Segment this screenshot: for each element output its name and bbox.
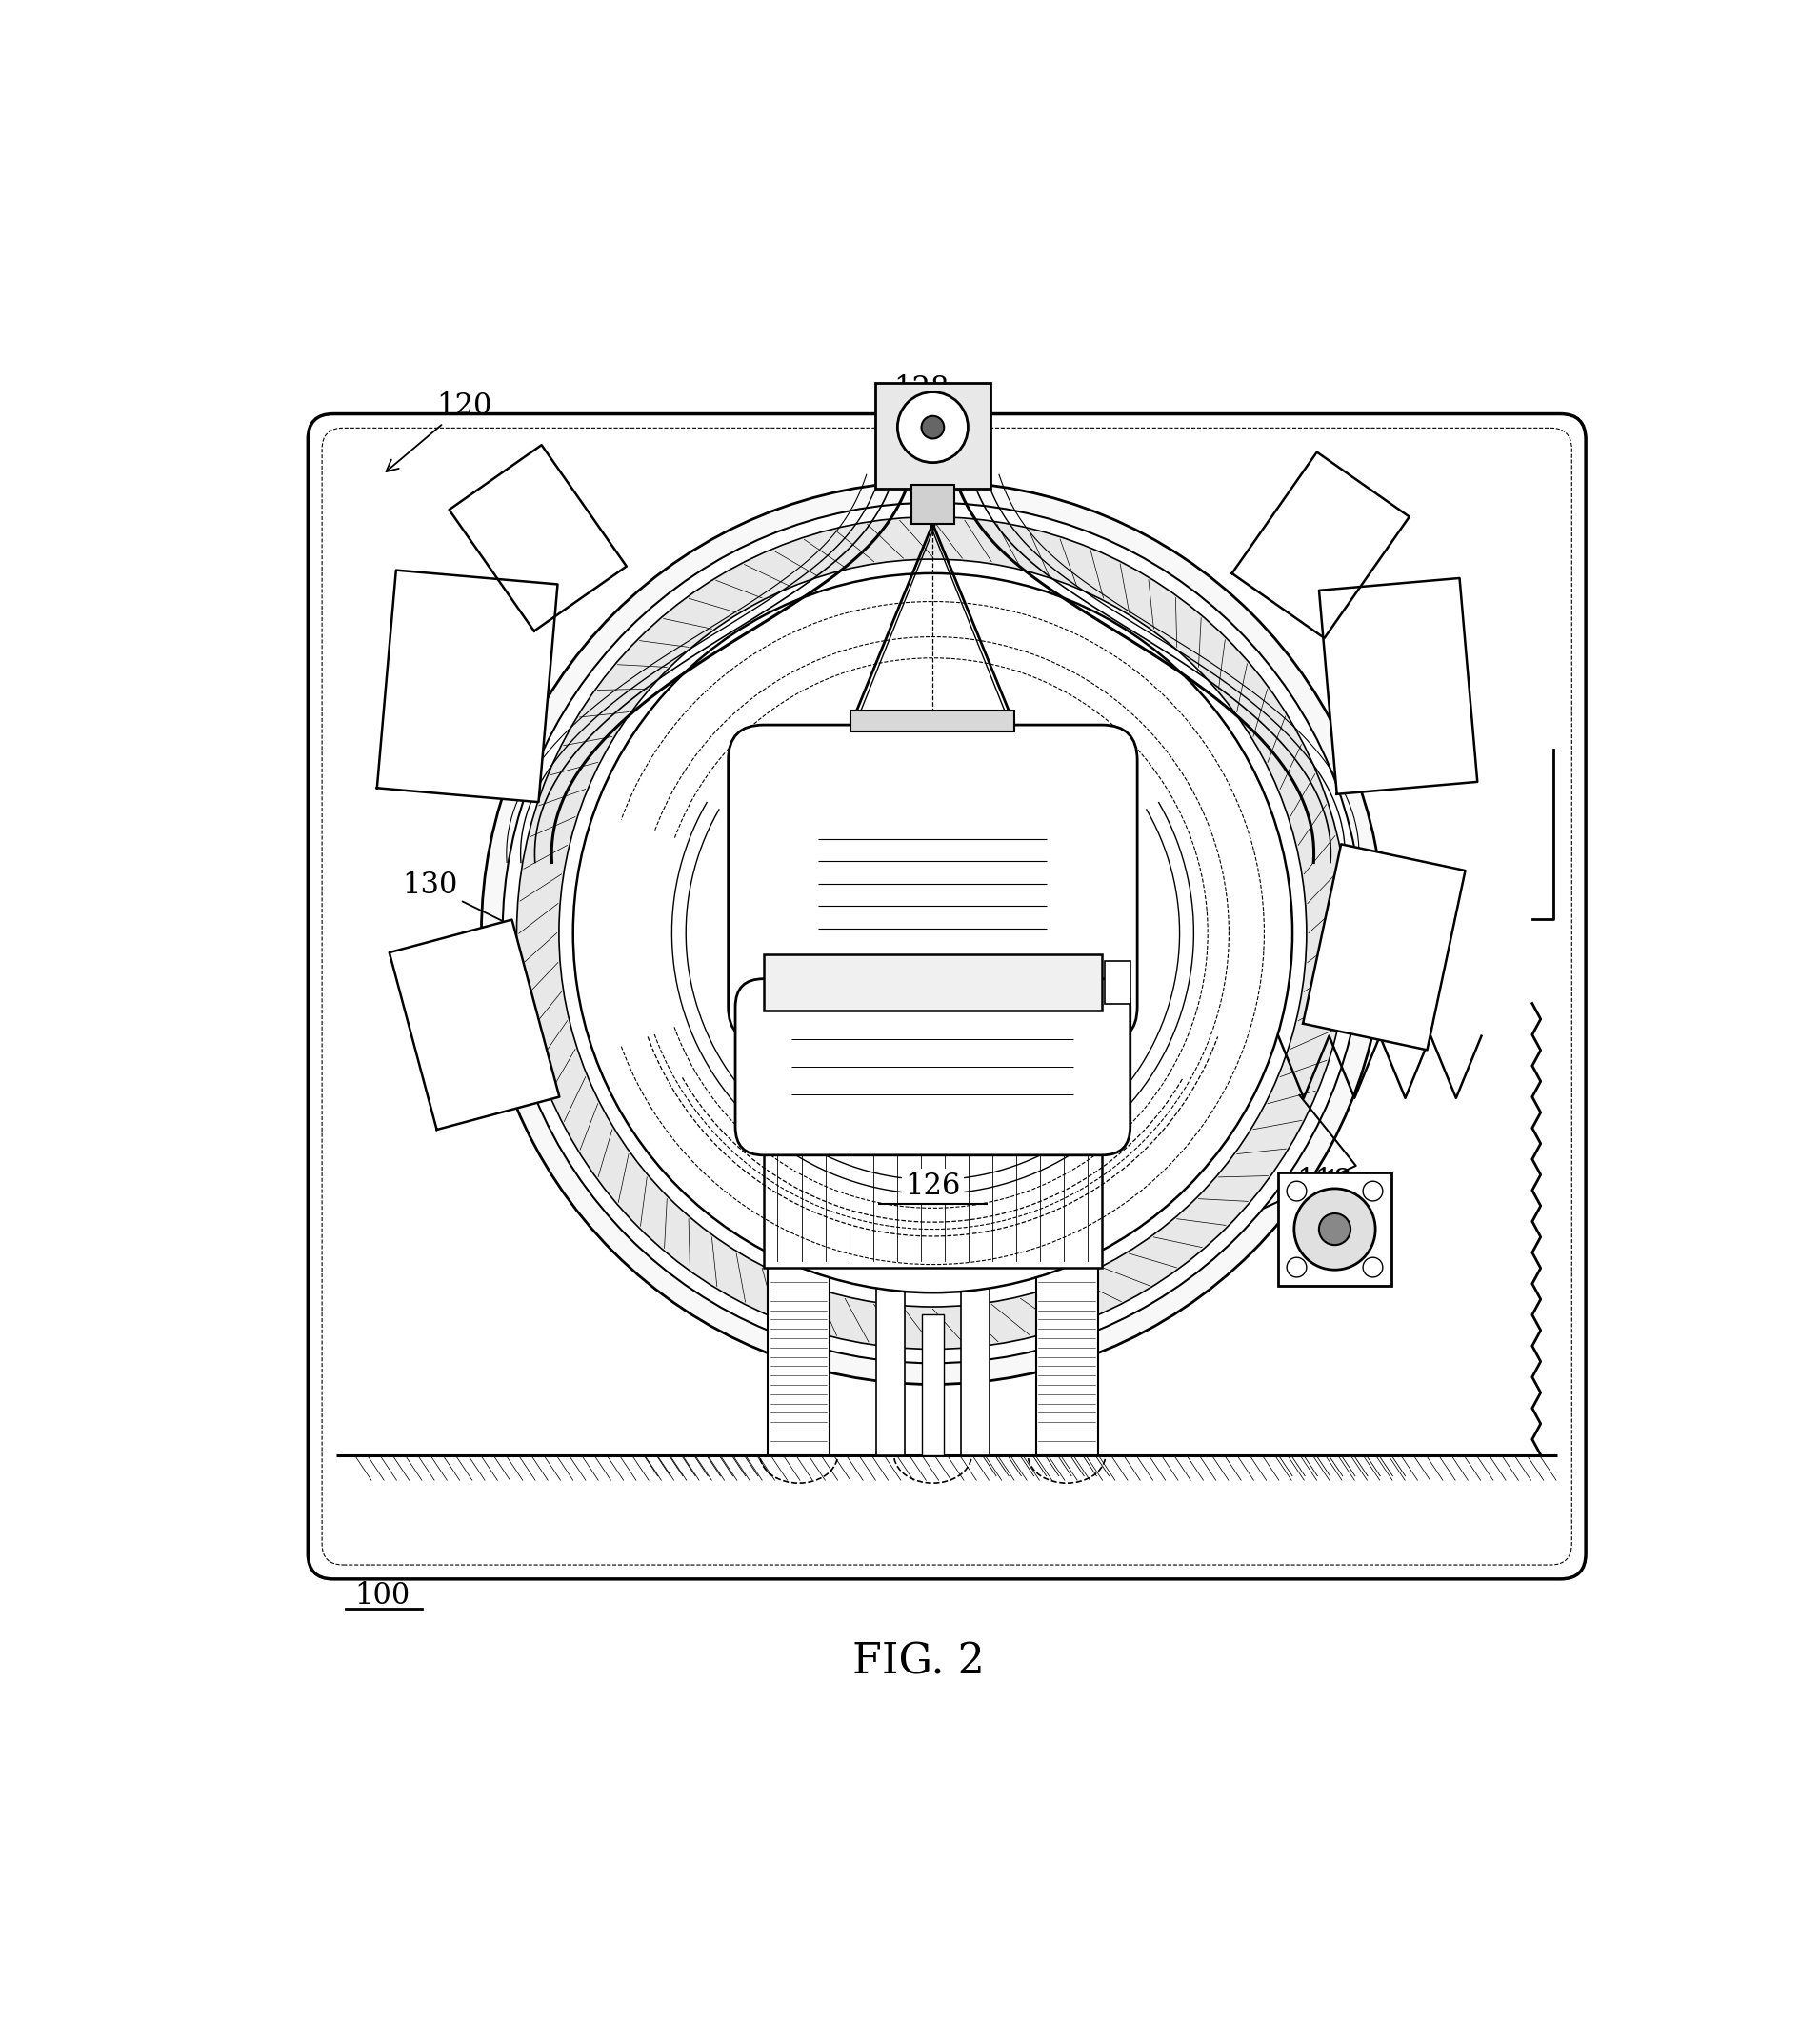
Bar [1278,1173,1390,1285]
Circle shape [502,503,1363,1363]
Circle shape [517,517,1349,1348]
Circle shape [897,392,968,462]
Circle shape [573,574,1292,1293]
Circle shape [1363,1181,1383,1201]
Bar [912,484,954,523]
Circle shape [1287,1181,1307,1201]
Bar [1036,1269,1097,1455]
Polygon shape [389,919,559,1130]
Bar [875,382,990,488]
Circle shape [1287,1256,1307,1277]
Bar [768,1269,830,1455]
Circle shape [559,560,1307,1308]
Bar [1105,960,1130,1003]
Text: -132: -132 [1228,864,1294,915]
FancyBboxPatch shape [735,979,1130,1154]
Polygon shape [1303,844,1465,1050]
Circle shape [1319,1214,1350,1244]
Polygon shape [450,445,626,631]
Circle shape [921,417,945,439]
Text: 128: 128 [894,374,950,415]
Bar [961,1269,990,1455]
Polygon shape [1232,452,1409,637]
Text: -116: -116 [1254,1054,1319,1089]
Bar [764,1120,1103,1269]
Bar [764,954,1103,1011]
Polygon shape [1319,578,1478,795]
Text: 136: 136 [386,652,526,717]
Text: 120: 120 [386,390,491,472]
FancyBboxPatch shape [308,415,1585,1579]
Text: 126: 126 [905,1173,961,1201]
Text: 130: 130 [402,870,695,1015]
Circle shape [480,482,1385,1385]
Text: FIG. 2: FIG. 2 [852,1643,985,1683]
Circle shape [1294,1189,1376,1271]
FancyBboxPatch shape [728,725,1138,1042]
Bar [921,1314,945,1455]
Bar [877,1269,905,1455]
Text: 134: 134 [482,1054,797,1263]
Text: 118: 118 [1296,1167,1352,1197]
Circle shape [1363,1256,1383,1277]
Polygon shape [377,570,557,803]
Text: 100: 100 [355,1581,410,1610]
Bar [852,711,1014,731]
